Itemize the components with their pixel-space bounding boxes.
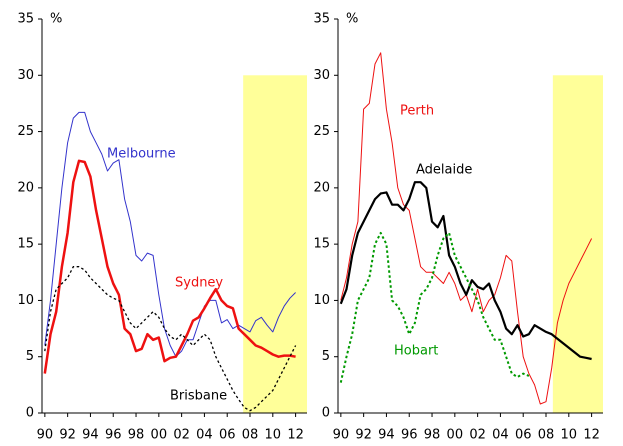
series-label: Hobart <box>394 344 438 359</box>
y-axis-unit: % <box>50 12 62 27</box>
y-tick-label: 35 <box>313 12 330 27</box>
x-tick-label: 90 <box>333 428 350 443</box>
x-tick-label: 04 <box>196 428 213 443</box>
x-tick-label: 90 <box>37 428 54 443</box>
series-line <box>44 111 296 358</box>
x-tick-label: 06 <box>219 428 236 443</box>
forecast-shade <box>552 75 603 414</box>
series-label: Sydney <box>175 276 223 291</box>
x-tick-label: 06 <box>515 428 532 443</box>
x-tick-label: 04 <box>492 428 509 443</box>
y-axis-unit: % <box>346 12 358 27</box>
x-tick-label: 12 <box>583 428 600 443</box>
y-tick-label: 10 <box>313 293 330 308</box>
x-tick-label: 00 <box>151 428 168 443</box>
y-tick-label: 25 <box>313 124 330 139</box>
x-tick-label: 12 <box>287 428 304 443</box>
series-line <box>44 266 297 412</box>
series-line <box>339 181 592 361</box>
series-label: Perth <box>400 104 434 119</box>
x-tick-label: 02 <box>469 428 486 443</box>
y-tick-label: 10 <box>17 293 34 308</box>
y-tick-label: 0 <box>322 406 330 421</box>
y-tick-label: 15 <box>17 237 34 252</box>
x-tick-label: 92 <box>59 428 76 443</box>
forecast-shade <box>243 75 307 414</box>
series-label: Melbourne <box>107 147 176 162</box>
x-tick-label: 96 <box>105 428 122 443</box>
x-tick-label: 08 <box>242 428 259 443</box>
y-tick-label: 0 <box>26 406 34 421</box>
y-tick-label: 15 <box>313 237 330 252</box>
series-label: Brisbane <box>170 389 227 404</box>
y-tick-label: 35 <box>17 12 34 27</box>
series-line <box>43 159 296 374</box>
x-tick-label: 10 <box>561 428 578 443</box>
x-tick-label: 02 <box>173 428 190 443</box>
x-tick-label: 92 <box>355 428 372 443</box>
x-tick-label: 96 <box>401 428 418 443</box>
x-tick-label: 00 <box>447 428 464 443</box>
y-tick-label: 25 <box>17 124 34 139</box>
y-tick-label: 30 <box>313 68 330 83</box>
x-tick-label: 94 <box>378 428 395 443</box>
y-tick-label: 5 <box>322 349 330 364</box>
x-tick-label: 10 <box>265 428 282 443</box>
x-tick-label: 94 <box>82 428 99 443</box>
y-tick-label: 5 <box>26 349 34 364</box>
x-tick-label: 08 <box>538 428 555 443</box>
y-tick-label: 20 <box>313 180 330 195</box>
x-tick-label: 98 <box>128 428 145 443</box>
series-label: Adelaide <box>416 163 472 178</box>
series-line <box>339 231 530 383</box>
y-tick-label: 30 <box>17 68 34 83</box>
y-tick-label: 20 <box>17 180 34 195</box>
x-tick-label: 98 <box>424 428 441 443</box>
